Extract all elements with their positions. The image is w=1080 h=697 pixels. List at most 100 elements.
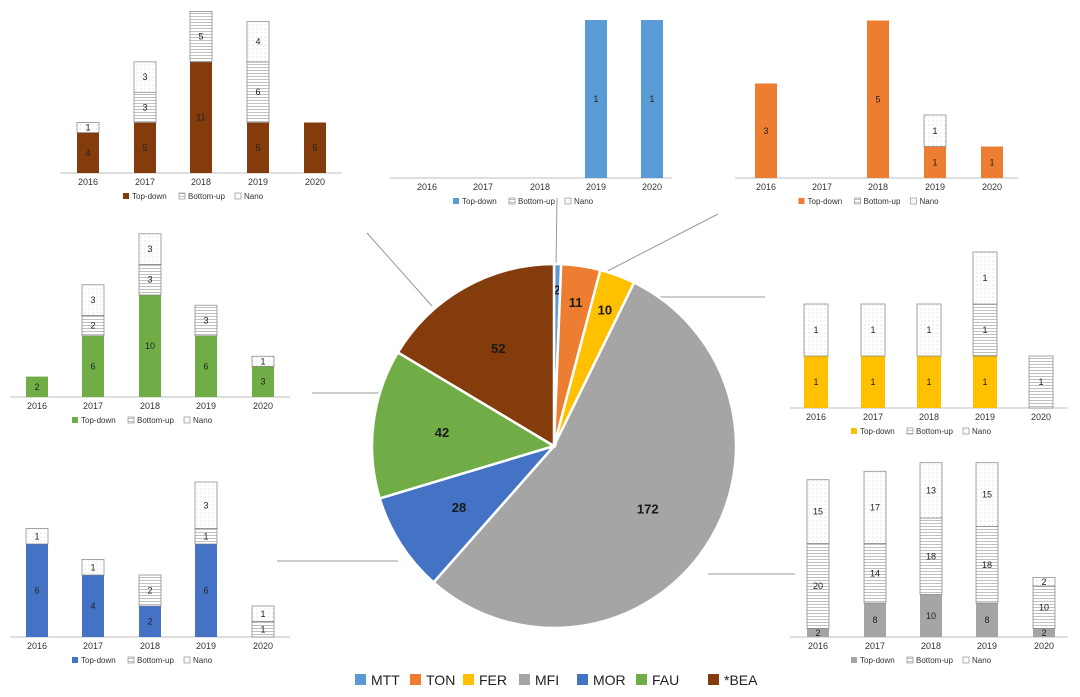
year-tick-label: 2017 [83,401,103,411]
mini-legend-swatch [851,428,857,434]
year-tick-label: 2020 [642,182,662,192]
legend-label-mtt: MTT [371,672,400,688]
bar-top-down-2018 [139,606,161,637]
year-tick-label: 2017 [135,177,155,187]
year-tick-label: 2017 [83,641,103,651]
mini-legend-label: Top-down [81,416,116,425]
mini-chart-mor: 6 1 2016 4 1 2017 2 2 2018 6 1 3 2019 1 1 2020 Top-down B… [10,481,290,665]
mini-legend-label: Bottom-up [188,192,225,201]
bar-bottom-up-2020 [1028,355,1054,409]
bar-top-down-2017 [864,603,886,637]
legend-swatch-mfi [519,674,530,685]
year-tick-label: 2020 [253,641,273,651]
pie-value-label: 42 [435,425,449,440]
bar-value-label: 5 [255,143,260,153]
year-tick-label: 2016 [78,177,98,187]
mini-legend-label: Top-down [860,427,895,436]
year-tick-label: 2016 [27,401,47,411]
bar-value-label: 10 [1039,602,1049,612]
mini-chart-mfi: 2 20 15 2016 8 14 17 2017 10 18 13 2018 8 18 15 2019 2 10… [790,462,1068,665]
mini-legend-swatch [453,198,459,204]
year-tick-label: 2017 [863,412,883,422]
bar-value-label: 1 [989,157,994,167]
year-tick-label: 2016 [756,182,776,192]
bar-value-label: 4 [255,37,260,47]
mini-legend-label: Bottom-up [137,656,174,665]
year-tick-label: 2018 [191,177,211,187]
mini-chart-bea: 4 1 2016 5 3 3 2017 11 5 2018 5 6 4 2019 5 2020 Top-down… [60,11,342,201]
mini-legend-label: Top-down [808,197,843,206]
legend-swatch-mtt [355,674,366,685]
year-tick-label: 2019 [975,412,995,422]
bar-value-label: 17 [870,502,880,512]
mini-legend-label: Top-down [860,656,895,665]
bar-value-label: 10 [926,611,936,621]
bar-value-label: 13 [926,485,936,495]
bar-top-down-2016 [804,356,828,408]
bar-nano-2017 [863,470,887,544]
bar-nano-2017 [133,61,157,93]
mini-legend-swatch [127,656,135,664]
bar-value-label: 1 [932,157,937,167]
year-tick-label: 2018 [868,182,888,192]
legend-swatch-bea [708,674,719,685]
bar-value-label: 1 [813,377,818,387]
pie-value-label: 10 [598,303,612,318]
bar-value-label: 5 [198,32,203,42]
year-tick-label: 2018 [140,401,160,411]
bar-nano-2016 [25,528,49,545]
bar-top-down-2016 [77,132,99,173]
bar-value-label: 3 [203,316,208,326]
connector-line [366,232,433,307]
mini-legend-swatch [906,656,914,664]
legend-label-mor: MOR [593,672,626,688]
bar-value-label: 3 [763,126,768,136]
mini-legend-label: Top-down [132,192,167,201]
bar-bottom-up-2018 [189,11,213,63]
bar-value-label: 6 [90,361,95,371]
legend-label-bea: *BEA [724,672,758,688]
bar-nano-2019 [923,114,947,147]
year-tick-label: 2018 [530,182,550,192]
bar-value-label: 1 [1038,377,1043,387]
mini-legend-label: Bottom-up [137,416,174,425]
bar-top-down-2016 [807,628,829,637]
bar-bottom-up-2019 [194,304,218,337]
bar-bottom-up-2019 [972,303,998,357]
bar-value-label: 8 [872,615,877,625]
mini-legend-label: Nano [972,656,992,665]
mini-legend-label: Bottom-up [864,197,901,206]
bar-value-label: 6 [203,361,208,371]
mini-legend-swatch [234,192,242,200]
pie-value-label: 52 [491,341,505,356]
mini-chart-fer: 1 1 2016 1 1 2017 1 1 2018 1 1 1 2019 1 2020 Top-down Bo… [790,251,1068,436]
bar-nano-2017 [81,284,105,316]
legend-label-fau: FAU [652,672,679,688]
legend-swatch-mor [577,674,588,685]
legend-label-ton: TON [426,672,455,688]
bar-nano-2018 [916,303,942,357]
bar-nano-2020 [251,605,275,622]
legend-swatch-fau [636,674,647,685]
bar-nano-2016 [803,303,829,357]
mini-legend-swatch [962,656,970,664]
bar-value-label: 10 [145,341,155,351]
bar-top-down-2017 [82,575,104,637]
year-tick-label: 2018 [140,641,160,651]
bar-top-down-2016 [755,83,777,178]
mini-bar-charts: 2016 2017 2018 1 2019 1 2020 Top-down Bottom-up N… [10,11,1068,665]
bar-value-label: 11 [196,112,205,122]
bar-value-label: 2 [34,382,39,392]
legend-swatch-fer [463,674,474,685]
mini-chart-mtt: 2016 2017 2018 1 2019 1 2020 Top-down Bottom-up N… [390,20,672,206]
bar-value-label: 4 [85,148,90,158]
pie-slice-mor [378,443,558,585]
mini-chart-ton: 3 2016 2017 5 2018 1 1 2019 1 2020 Top-down Bottom-… [735,20,1018,206]
connector-line [591,213,719,280]
mini-legend-swatch [72,657,78,663]
mini-legend-label: Nano [972,427,992,436]
year-tick-label: 2020 [1031,412,1051,422]
mini-legend-label: Bottom-up [518,197,555,206]
bar-value-label: 1 [260,609,265,619]
mini-legend-swatch [906,427,914,435]
